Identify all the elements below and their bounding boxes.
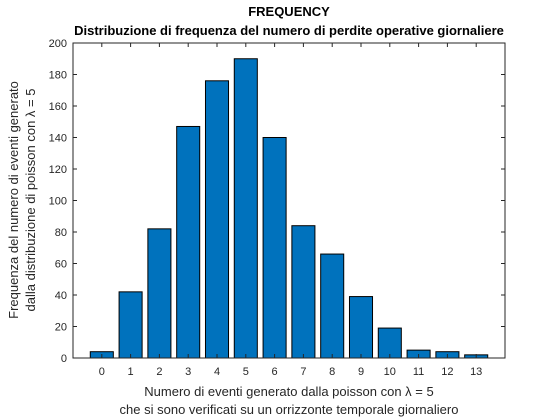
x-tick-label-6: 6 bbox=[272, 366, 278, 378]
bar-10 bbox=[377, 327, 402, 359]
y-tick-label-100: 100 bbox=[49, 196, 67, 208]
x-tick-label-5: 5 bbox=[243, 366, 249, 378]
y-tick-label-120: 120 bbox=[49, 164, 67, 176]
x-tick-label-0: 0 bbox=[99, 366, 105, 378]
x-tick-label-7: 7 bbox=[300, 366, 306, 378]
bar-2 bbox=[147, 228, 172, 359]
y-tick-label-200: 200 bbox=[49, 38, 67, 50]
x-axis-label-line1: Numero di eventi generato dalla poisson … bbox=[144, 384, 433, 399]
y-tick-label-80: 80 bbox=[55, 227, 67, 239]
x-tick-label-12: 12 bbox=[441, 366, 453, 378]
y-tick-label-160: 160 bbox=[49, 101, 67, 113]
x-axis-label-line2: che si sono verificati su un orrizzonte … bbox=[120, 402, 459, 417]
bar-7 bbox=[291, 225, 316, 359]
x-tick-label-1: 1 bbox=[128, 366, 134, 378]
y-tick-label-40: 40 bbox=[55, 290, 67, 302]
x-tick-label-2: 2 bbox=[156, 366, 162, 378]
chart-title: FREQUENCY bbox=[248, 4, 330, 19]
x-tick-label-10: 10 bbox=[384, 366, 396, 378]
y-tick-label-0: 0 bbox=[61, 353, 67, 365]
bar-4 bbox=[204, 80, 230, 359]
y-tick-label-20: 20 bbox=[55, 322, 67, 334]
x-tick-label-9: 9 bbox=[358, 366, 364, 378]
x-tick-label-13: 13 bbox=[470, 366, 482, 378]
x-tick-label-8: 8 bbox=[329, 366, 335, 378]
y-tick-label-180: 180 bbox=[49, 70, 67, 82]
y-axis-label-line1: Frequenza del numero di eventi generato bbox=[6, 81, 21, 319]
y-tick-label-140: 140 bbox=[49, 133, 67, 145]
y-axis-label-line2: dalla distribuzione di poisson con λ = 5 bbox=[23, 89, 38, 312]
x-tick-label-11: 11 bbox=[413, 366, 424, 378]
x-tick-label-4: 4 bbox=[214, 366, 220, 378]
x-tick-label-3: 3 bbox=[185, 366, 191, 378]
bar-3 bbox=[176, 125, 201, 359]
y-tick-label-60: 60 bbox=[55, 259, 67, 271]
bar-8 bbox=[320, 253, 345, 359]
bar-6 bbox=[262, 137, 287, 359]
bar-9 bbox=[348, 296, 374, 359]
bar-5 bbox=[233, 58, 258, 359]
bar-1 bbox=[118, 291, 143, 359]
chart-subtitle: Distribuzione di frequenza del numero di… bbox=[74, 23, 504, 38]
